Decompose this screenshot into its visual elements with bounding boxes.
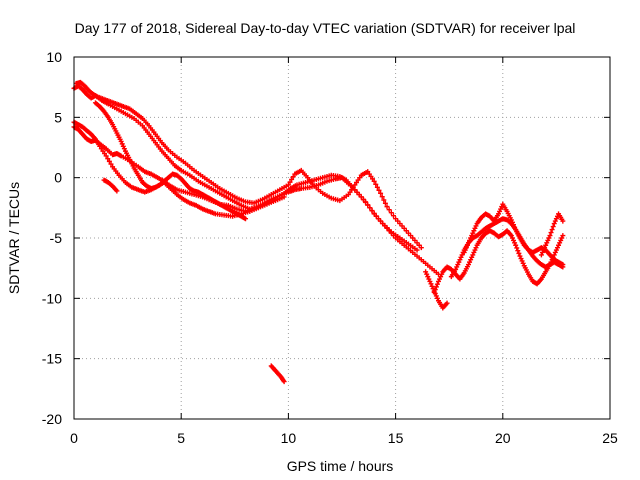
data-point [373, 181, 379, 187]
data-point [434, 281, 440, 287]
data-point [381, 197, 387, 203]
y-tick-label: -10 [42, 290, 62, 306]
grid-lines [74, 57, 610, 419]
y-tick-label: -20 [42, 411, 62, 427]
data-point [374, 184, 380, 190]
data-point [560, 218, 566, 224]
data-point [289, 176, 295, 182]
data-point [513, 242, 519, 248]
series-track-3 [73, 79, 424, 251]
data-point [371, 178, 377, 184]
x-tick-label: 10 [281, 430, 297, 446]
data-point [363, 199, 369, 205]
x-tick-label: 5 [177, 430, 185, 446]
y-tick-label: 0 [54, 170, 62, 186]
data-point [515, 248, 521, 254]
data-point [379, 194, 385, 200]
series-track-5 [92, 100, 249, 222]
series-track-9 [461, 201, 566, 268]
data-point [444, 300, 450, 306]
data-point [414, 247, 420, 253]
data-point [376, 187, 382, 193]
data-point [243, 216, 249, 222]
data-point [290, 174, 296, 180]
data-point [108, 161, 114, 167]
series-track-2 [71, 83, 441, 277]
data-point [386, 207, 392, 213]
y-axis-label: SDTVAR / TECUs [6, 182, 22, 294]
y-tick-label: 5 [54, 109, 62, 125]
data-point [114, 188, 120, 194]
data-point [373, 213, 379, 219]
data-point [433, 284, 439, 290]
data-point [384, 204, 390, 210]
data-point [547, 233, 553, 239]
x-tick-label: 15 [388, 430, 404, 446]
chart-title: Day 177 of 2018, Sidereal Day-to-day VTE… [75, 20, 576, 36]
data-point [285, 182, 291, 188]
data-point [105, 156, 111, 162]
data-point [367, 205, 373, 211]
series-track-11 [538, 211, 566, 258]
series-track-10 [423, 269, 450, 311]
data-point [418, 245, 424, 251]
data-point [369, 208, 375, 214]
data-point [382, 200, 388, 206]
axis-ticks: 0 5 10 15 20 25 10 5 0 -5 -10 -15 -20 [42, 49, 618, 446]
x-tick-label: 20 [495, 430, 511, 446]
data-point [550, 224, 556, 230]
data-point [371, 210, 377, 216]
data-point [281, 194, 287, 200]
x-tick-label: 25 [602, 430, 618, 446]
series-track-7 [431, 228, 566, 295]
data-point [378, 190, 384, 196]
data-point [560, 233, 566, 239]
data-point [106, 158, 112, 164]
data-point [358, 194, 364, 200]
data-point [281, 379, 287, 385]
data-points [71, 79, 566, 385]
data-point [103, 153, 109, 159]
data-point [514, 245, 520, 251]
data-point [548, 230, 554, 236]
y-tick-label: 10 [46, 49, 62, 65]
series-track-6 [101, 177, 120, 194]
x-tick-label: 0 [70, 430, 78, 446]
data-point [360, 197, 366, 203]
data-point [560, 262, 566, 268]
data-point [390, 213, 396, 219]
series-track-12 [268, 363, 287, 385]
x-axis-label: GPS time / hours [287, 458, 394, 474]
y-tick-label: -15 [42, 351, 62, 367]
data-point [287, 179, 293, 185]
data-point [516, 250, 522, 256]
data-point [388, 210, 394, 216]
data-point [365, 202, 371, 208]
data-point [549, 227, 555, 233]
y-tick-label: -5 [50, 230, 63, 246]
